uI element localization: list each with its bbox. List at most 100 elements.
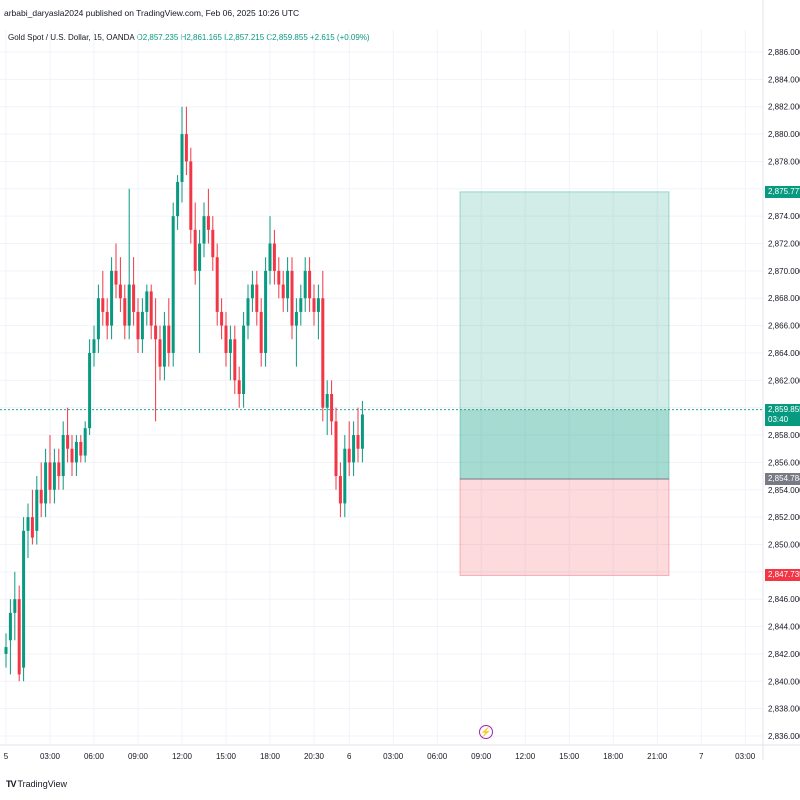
candle-body: [211, 229, 215, 258]
candle-body: [101, 298, 105, 312]
price-tick-label: 2,840.000: [768, 677, 800, 686]
candle-body: [145, 291, 149, 312]
price-tick-label: 2,872.000: [768, 240, 800, 249]
candle-body: [110, 270, 114, 326]
candle-body: [250, 284, 254, 299]
candle-body: [4, 647, 8, 654]
candle-body: [8, 612, 12, 641]
time-tick-label: 06:00: [427, 752, 448, 761]
candle-body: [290, 270, 294, 326]
price-tick-label: 2,882.000: [768, 103, 800, 112]
candle-body: [96, 298, 100, 340]
candle-body: [13, 599, 17, 613]
candle-body: [228, 339, 232, 353]
time-tick-label: 09:00: [128, 752, 149, 761]
price-tick-label: 2,858.000: [768, 431, 800, 440]
candle-body: [149, 291, 153, 326]
price-tick-label: 2,870.000: [768, 267, 800, 276]
price-tick-label: 2,856.000: [768, 458, 800, 467]
publisher-info: arbabi_daryasla2024 published on Trading…: [4, 8, 300, 18]
price-tick-label: 2,880.000: [768, 130, 800, 139]
candle-body: [193, 229, 197, 271]
candle-body: [22, 530, 26, 668]
price-tick-label: 2,884.000: [768, 75, 800, 84]
time-tick-label: 6: [347, 752, 352, 761]
symbol-legend: Gold Spot / U.S. Dollar, 15, OANDA O2,85…: [8, 33, 370, 42]
candle-body: [88, 352, 92, 429]
candle-body: [277, 270, 281, 285]
candle-body: [17, 599, 21, 675]
candle-body: [140, 311, 144, 340]
price-tick-label: 2,852.000: [768, 513, 800, 522]
price-tick-label: 2,844.000: [768, 623, 800, 632]
candle-body: [171, 216, 175, 353]
candle-body: [48, 462, 52, 490]
candle-body: [30, 517, 34, 538]
candle-body: [281, 284, 285, 299]
time-tick-label: 03:00: [735, 752, 756, 761]
price-tick-label: 2,846.000: [768, 595, 800, 604]
price-tick-label: 2,868.000: [768, 294, 800, 303]
candle-body: [264, 270, 268, 353]
candle-body: [176, 181, 180, 217]
candle-body: [356, 435, 360, 449]
candle-body: [52, 462, 56, 490]
candle-body: [66, 435, 70, 449]
candle-body: [299, 298, 303, 312]
candle-body: [272, 243, 276, 271]
candle-body: [224, 325, 228, 353]
tradingview-logo: TV TradingView: [6, 779, 68, 789]
candle-body: [215, 257, 219, 312]
price-tick-label: 2,874.000: [768, 212, 800, 221]
price-tick-label: 2,854.000: [768, 486, 800, 495]
price-tick-label: 2,864.000: [768, 349, 800, 358]
candle-body: [220, 311, 224, 326]
candle-body: [312, 298, 316, 312]
candle-body: [303, 270, 307, 299]
candle-body: [162, 325, 166, 367]
candle-body: [26, 517, 30, 531]
price-tick-label: 2,866.000: [768, 322, 800, 331]
time-tick-label: 03:00: [383, 752, 404, 761]
candle-body: [118, 284, 122, 299]
candle-body: [237, 380, 241, 394]
time-tick-label: 12:00: [515, 752, 536, 761]
price-tick-label: 2,886.000: [768, 48, 800, 57]
time-tick-label: 7: [699, 752, 704, 761]
tv-logo-icon: TV: [6, 779, 16, 789]
candle-body: [180, 134, 184, 182]
candle-body: [57, 462, 61, 477]
price-tick-label: 2,862.000: [768, 376, 800, 385]
candle-body: [127, 284, 131, 326]
candle-body: [242, 325, 246, 394]
candle-body: [360, 414, 364, 449]
candle-body: [198, 243, 202, 271]
event-marker-icon[interactable]: ⚡: [479, 725, 493, 739]
candle-body: [286, 270, 290, 299]
time-tick-label: 03:00: [40, 752, 61, 761]
candle-body: [61, 435, 65, 477]
candle-body: [294, 311, 298, 326]
candle-body: [255, 284, 259, 312]
candle-body: [184, 134, 188, 162]
time-tick-label: 06:00: [84, 752, 105, 761]
candle-body: [334, 421, 338, 477]
candle-body: [189, 161, 193, 230]
time-tick-label: 20:30: [304, 752, 325, 761]
price-tick-label: 2,842.000: [768, 650, 800, 659]
candle-body: [158, 339, 162, 367]
price-tick-label: 2,836.000: [768, 732, 800, 741]
candle-body: [123, 298, 127, 326]
candle-body: [338, 476, 342, 504]
candle-body: [352, 435, 356, 463]
candle-body: [83, 428, 87, 456]
profit-zone-filled: [460, 409, 669, 480]
candle-body: [105, 311, 109, 326]
candle-body: [74, 441, 78, 463]
candle-body: [79, 441, 83, 456]
candle-body: [70, 448, 74, 463]
target-price-tag: 2,875.777: [765, 185, 800, 198]
candle-body: [167, 325, 171, 353]
candle-body: [268, 243, 272, 271]
